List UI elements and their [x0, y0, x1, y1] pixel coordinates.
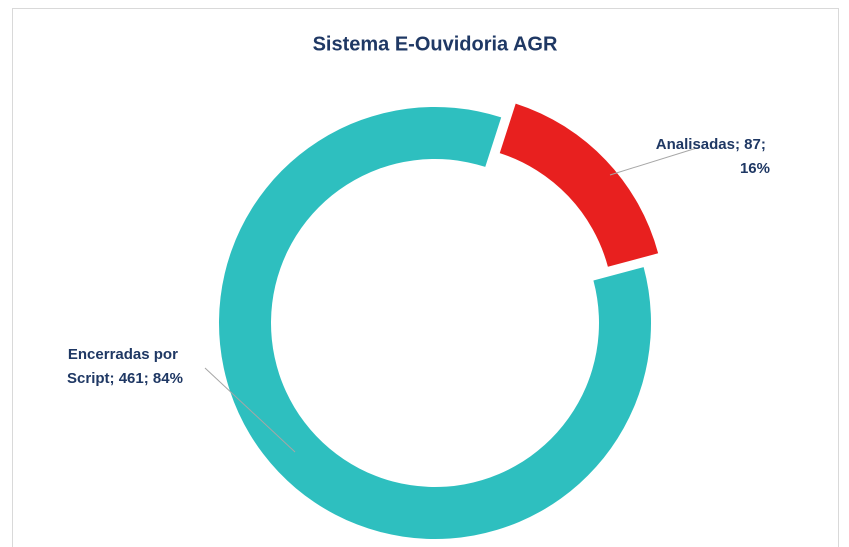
data-label: Analisadas; 87; 16%	[656, 136, 770, 177]
leader-line	[609, 146, 701, 176]
leader-line	[204, 367, 296, 453]
donut-slice	[499, 103, 659, 267]
chart-title: Sistema E-Ouvidoria AGR	[313, 33, 558, 55]
data-label: Encerradas por Script; 461; 84%	[67, 346, 183, 387]
chart-border	[12, 8, 839, 547]
